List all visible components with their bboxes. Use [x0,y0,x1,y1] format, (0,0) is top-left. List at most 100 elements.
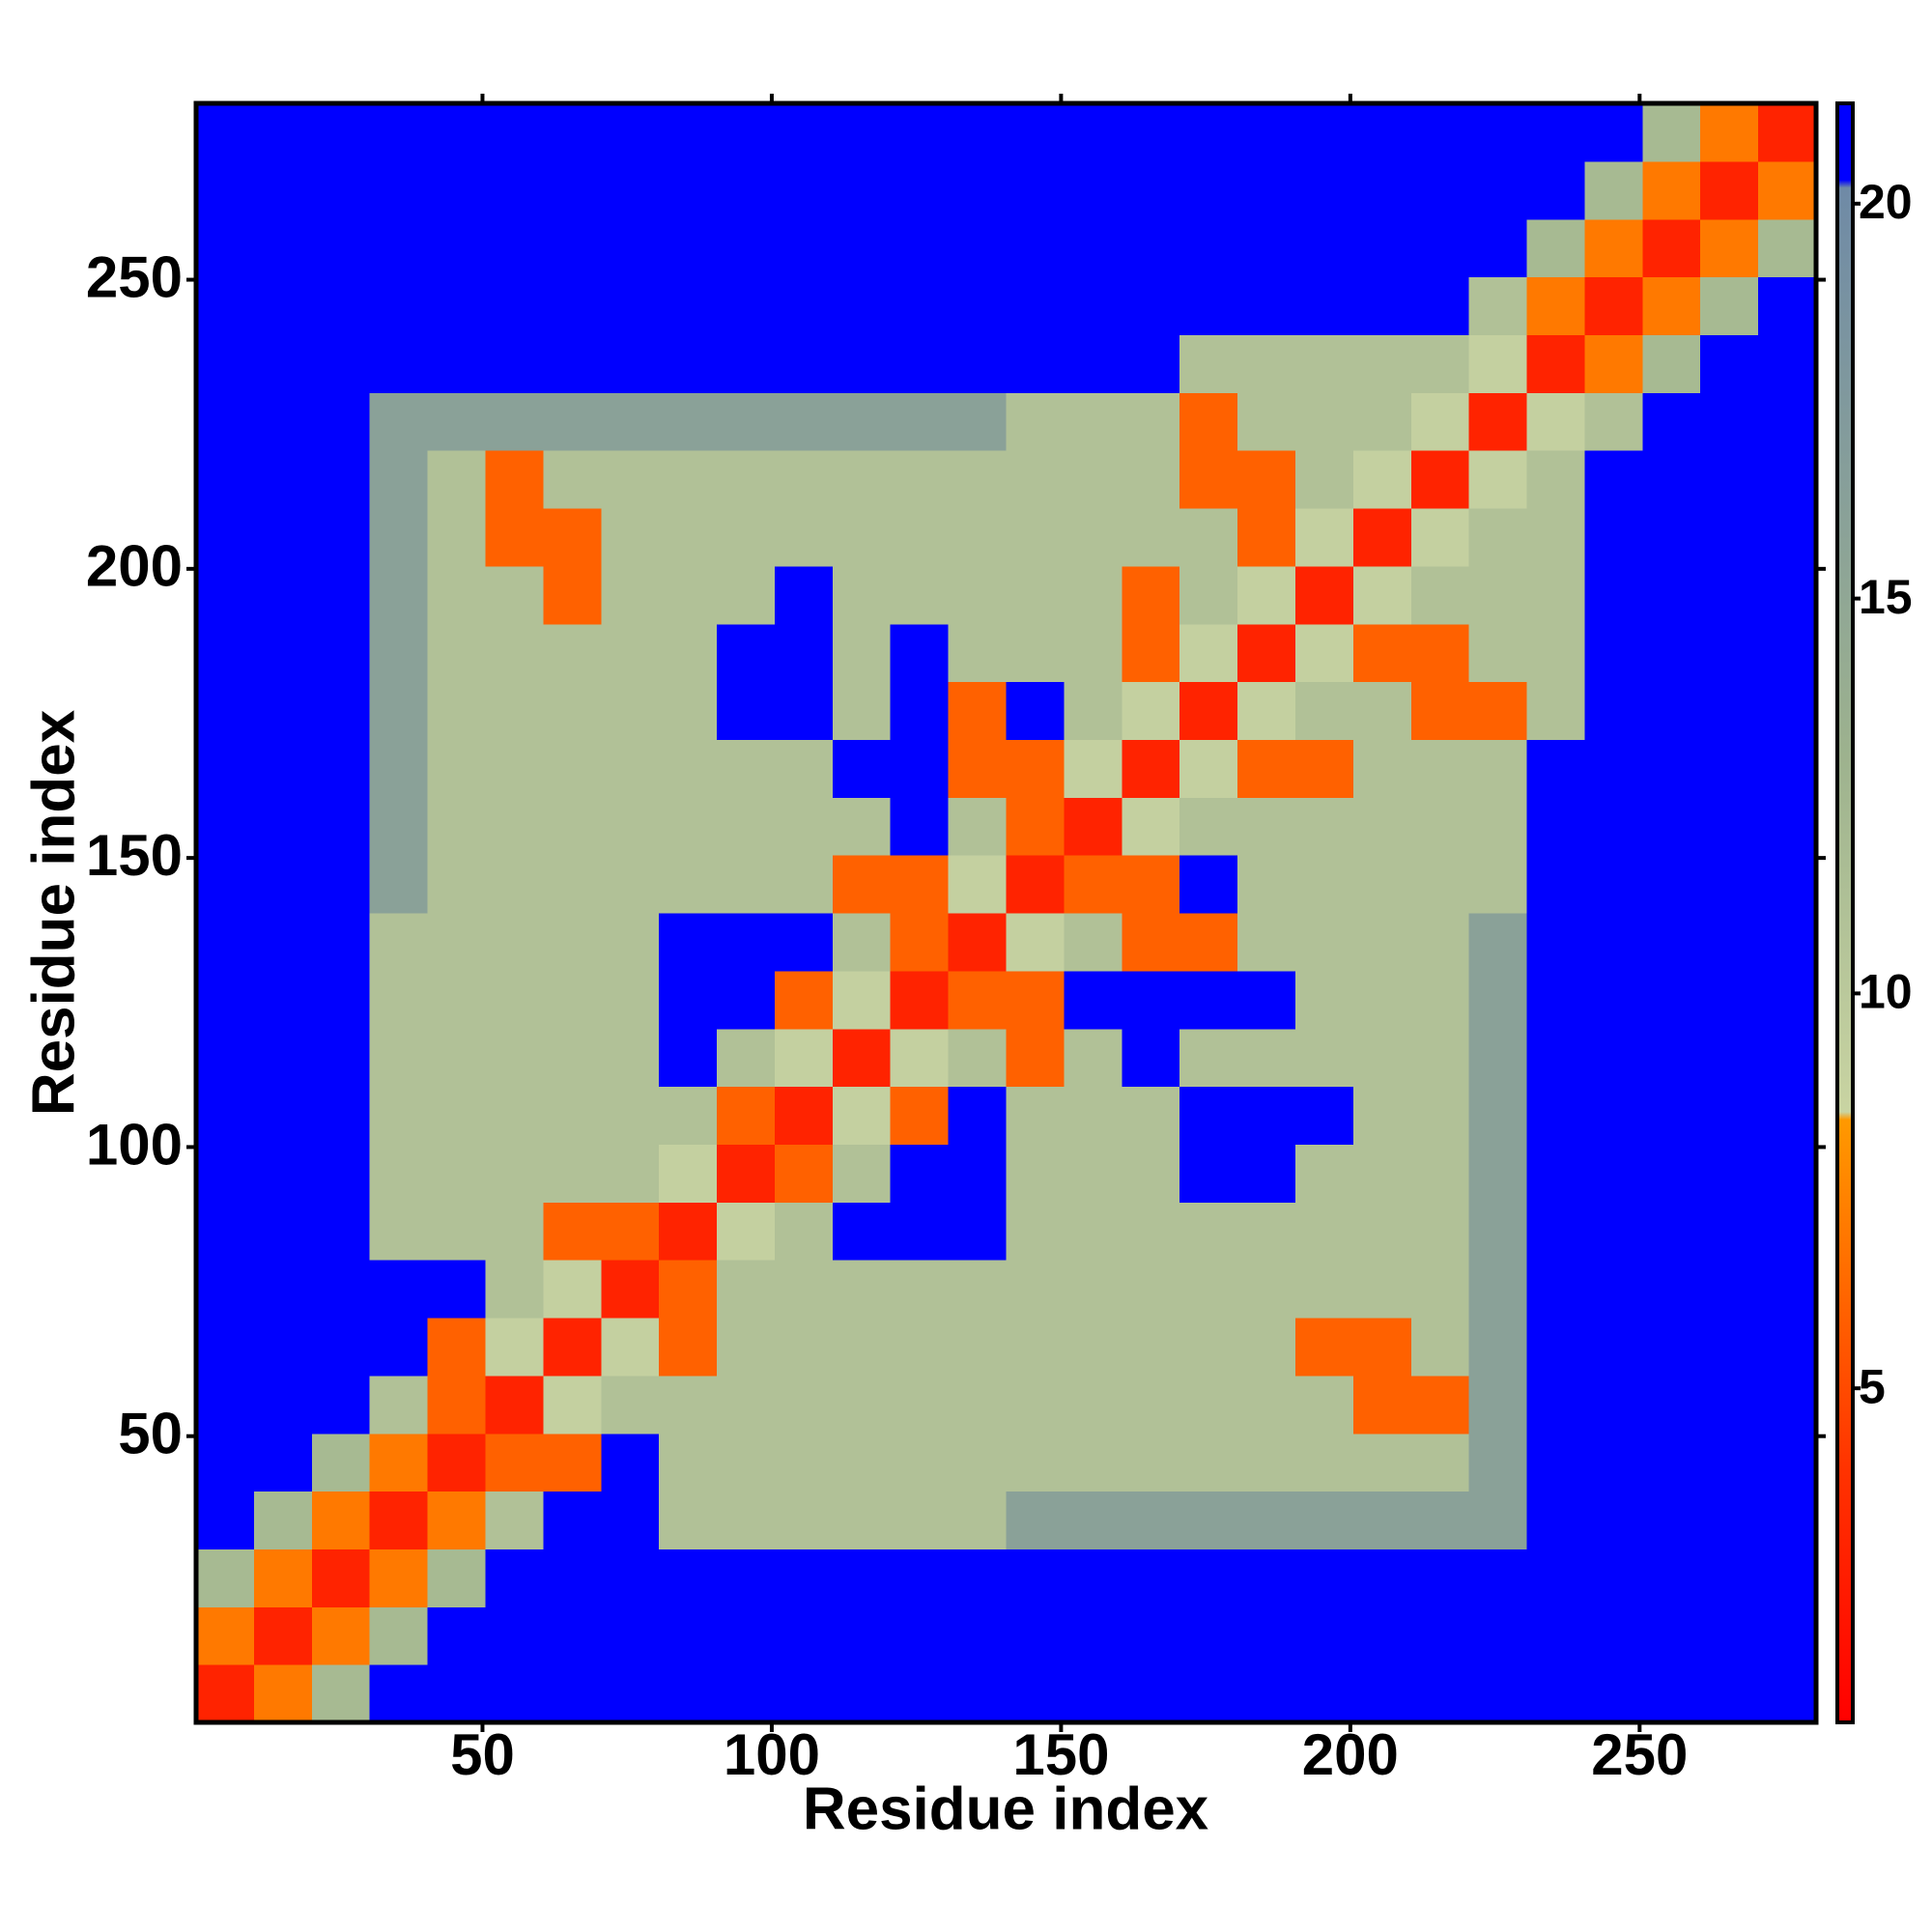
heat-cell [1758,1318,1817,1377]
heat-cell [485,1548,544,1607]
heat-cell [948,1375,1008,1435]
heat-cell [1700,855,1759,914]
heat-cell [1700,1028,1759,1088]
heat-cell [601,855,660,914]
heat-cell [601,1086,660,1146]
heat-cell [1642,739,1701,798]
heat-cell [196,103,255,162]
heat-cell [1064,1202,1122,1261]
heat-cell [774,276,834,336]
heat-cell [948,970,1008,1030]
heat-cell [1526,1548,1586,1607]
heat-cell [1584,681,1643,741]
heat-cell [890,1606,950,1665]
heat-cell [890,508,950,567]
heat-cell [1410,565,1470,625]
heat-cell [890,1318,950,1377]
heat-cell [1237,623,1296,683]
heat-cell [1006,565,1065,625]
heat-cell [1410,1260,1470,1319]
heat-cell [1410,218,1470,278]
y-tick-label: 250 [86,244,183,309]
heat-cell [543,1375,602,1435]
heat-cell [369,1086,429,1146]
heat-cell [1410,1606,1470,1665]
heat-cell [1468,1260,1528,1319]
heat-cell [485,970,544,1030]
heat-cell [1352,508,1412,567]
heat-cell [253,508,313,567]
heat-cell [832,739,892,798]
heat-cell [832,1664,892,1723]
heat-cell [1700,218,1759,278]
heat-cell [890,1491,950,1550]
heat-cell [1642,1144,1701,1203]
heat-cell [774,1548,834,1607]
heat-cell [1526,450,1586,509]
heat-cell [543,1028,602,1088]
heat-cell [601,1606,660,1665]
heat-cell [601,970,660,1030]
heat-cell [1584,1028,1643,1088]
heat-cell [543,103,602,162]
heat-cell [717,855,776,914]
heat-cell [1179,1028,1238,1088]
heat-cell [253,392,313,451]
heat-cell [601,1260,660,1319]
heat-cell [543,276,602,336]
heat-cell [1758,103,1817,162]
heat-cell [1006,450,1065,509]
heat-cell [1410,1433,1470,1492]
heat-cell [1352,103,1412,162]
heat-cell [832,1144,892,1203]
heat-cell [1352,1548,1412,1607]
heat-cell [253,739,313,798]
heat-cell [485,392,544,451]
heat-cell [196,334,255,393]
heat-cell [1468,1202,1528,1261]
heat-cell [774,392,834,451]
heat-cell [1758,913,1817,972]
heat-cell [1006,1144,1065,1203]
heat-cell [1237,1318,1296,1377]
heat-cell [1294,739,1354,798]
heat-cell [1352,334,1412,393]
heat-cell [832,565,892,625]
heat-cell [1006,970,1065,1030]
heat-cell [543,1144,602,1203]
heat-cell [1584,508,1643,567]
heat-cell [1179,565,1238,625]
heat-cell [1064,392,1122,451]
heat-cell [832,1318,892,1377]
heat-cell [1006,1028,1065,1088]
heat-cell [1122,623,1180,683]
heat-cell [774,1606,834,1665]
heat-cell [717,1086,776,1146]
heat-cell [1700,623,1759,683]
heat-cell [659,1260,718,1319]
heat-cell [1642,1491,1701,1550]
heat-cell [1468,1144,1528,1203]
heat-cell [832,970,892,1030]
heat-cell [1122,1318,1180,1377]
heat-cell [1006,855,1065,914]
heat-cell [311,1144,371,1203]
heat-cell [1758,970,1817,1030]
heat-cell [717,739,776,798]
heat-cell [1410,1548,1470,1607]
heat-cell [1352,1375,1412,1435]
heat-cell [1758,1548,1817,1607]
heat-cell [948,565,1008,625]
heat-cell [1237,276,1296,336]
heat-cell [1294,855,1354,914]
heat-cell [1642,508,1701,567]
heat-cell [1006,276,1065,336]
heat-cell [311,565,371,625]
heat-cell [1064,103,1122,162]
y-tick-label: 150 [86,823,183,888]
heat-cell [543,508,602,567]
heat-cell [1237,160,1296,220]
heat-cell [1642,334,1701,393]
heat-cell [311,103,371,162]
